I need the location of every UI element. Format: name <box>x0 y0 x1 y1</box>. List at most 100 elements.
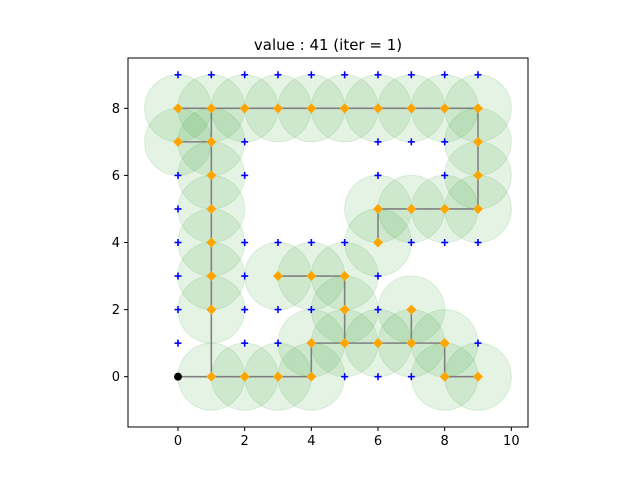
candidate-point <box>441 71 449 79</box>
selected-point <box>439 103 450 114</box>
candidate-point <box>307 239 315 246</box>
candidate-point <box>241 171 249 179</box>
candidate-point <box>174 306 182 314</box>
x-tick-label: 0 <box>174 434 182 449</box>
candidate-point <box>474 71 482 79</box>
candidate-point <box>374 71 382 79</box>
selected-point <box>306 271 317 282</box>
candidate-point <box>241 339 249 347</box>
selected-point <box>473 203 483 214</box>
y-tick-label: 6 <box>112 169 120 184</box>
selected-point <box>239 371 250 382</box>
candidate-point <box>407 138 415 146</box>
candidate-point <box>307 306 315 314</box>
selected-point <box>273 371 283 382</box>
selected-point <box>306 103 317 114</box>
candidate-point <box>241 306 249 314</box>
candidate-point <box>441 239 449 246</box>
candidate-point <box>341 373 349 381</box>
selected-point <box>206 371 217 382</box>
candidate-point <box>474 239 482 246</box>
candidate-point <box>174 272 182 280</box>
selected-point <box>439 371 450 382</box>
candidate-point <box>341 71 349 79</box>
origin-point <box>174 372 182 381</box>
selected-point <box>273 103 283 114</box>
candidate-point <box>241 239 249 246</box>
selected-point <box>339 304 350 315</box>
candidate-point <box>474 339 482 347</box>
selected-point <box>206 136 217 147</box>
candidate-point <box>407 239 415 246</box>
selected-point <box>206 103 217 114</box>
selected-point <box>473 136 483 147</box>
selected-point <box>173 103 183 114</box>
candidate-point <box>374 272 382 280</box>
candidate-point <box>407 373 415 381</box>
candidate-point <box>174 239 182 246</box>
y-tick-label: 4 <box>112 236 120 251</box>
selected-point <box>373 237 383 248</box>
selected-point <box>239 103 250 114</box>
candidate-point <box>241 272 249 280</box>
selected-point <box>206 203 217 214</box>
candidate-point <box>441 138 449 146</box>
chart-title: value : 41 (iter = 1) <box>254 36 402 54</box>
x-tick-label: 2 <box>241 434 249 449</box>
y-tick-label: 0 <box>112 370 120 385</box>
selected-point <box>406 103 417 114</box>
candidate-point <box>374 138 382 146</box>
selected-point <box>473 170 483 181</box>
selected-point <box>473 103 483 114</box>
selected-point <box>306 371 317 382</box>
y-tick-label: 2 <box>112 303 120 318</box>
candidate-point <box>174 205 182 213</box>
x-tick-label: 6 <box>374 434 382 449</box>
x-tick-label: 8 <box>441 434 449 449</box>
candidate-point <box>407 71 415 79</box>
selected-point <box>406 338 417 349</box>
selected-point <box>339 338 350 349</box>
selected-point <box>206 237 217 248</box>
selected-point <box>206 304 217 315</box>
y-tick-label: 8 <box>112 102 120 117</box>
candidate-point <box>341 239 349 246</box>
coverage-circles <box>144 74 512 411</box>
candidate-point <box>174 71 182 79</box>
candidate-markers <box>174 71 482 381</box>
selected-point <box>373 103 383 114</box>
selected-point <box>206 271 217 282</box>
selected-point <box>273 271 283 282</box>
axes: 0 2 4 6 8 10 0 2 4 6 8 <box>112 57 529 449</box>
selected-point <box>373 338 383 349</box>
selected-markers <box>173 103 483 382</box>
candidate-point <box>274 306 282 314</box>
candidate-point <box>274 339 282 347</box>
selected-point <box>339 103 350 114</box>
candidate-point <box>274 239 282 246</box>
selected-point <box>406 203 417 214</box>
selected-point <box>406 304 417 315</box>
selected-point <box>473 371 483 382</box>
selected-point <box>339 271 350 282</box>
selected-point <box>173 136 183 147</box>
candidate-point <box>174 339 182 347</box>
x-tick-label: 10 <box>503 434 520 449</box>
selected-point <box>373 203 383 214</box>
candidate-point <box>241 138 249 146</box>
candidate-point <box>374 171 382 179</box>
selected-point <box>439 203 450 214</box>
origin-marker-group <box>174 372 182 381</box>
candidate-point <box>274 71 282 79</box>
selected-point <box>306 338 317 349</box>
selected-point <box>439 338 450 349</box>
candidate-point <box>374 306 382 314</box>
candidate-point <box>241 71 249 79</box>
candidate-point <box>374 373 382 381</box>
selected-point <box>206 170 217 181</box>
x-tick-label: 4 <box>307 434 315 449</box>
candidate-point <box>174 171 182 179</box>
candidate-point <box>307 71 315 79</box>
